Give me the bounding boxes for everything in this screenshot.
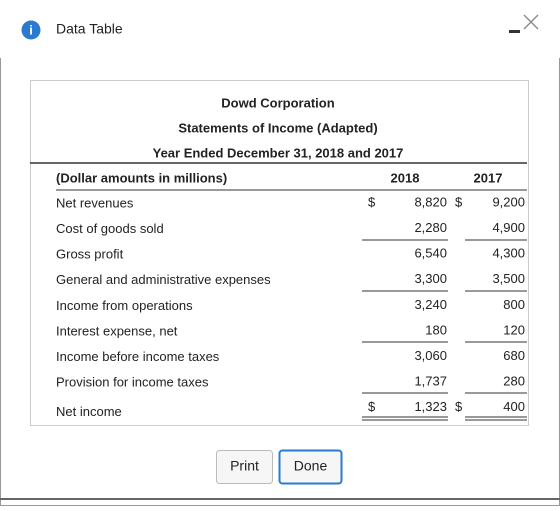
row-label: Net revenues	[56, 195, 134, 210]
column-header: (Dollar amounts in millions)	[56, 170, 227, 185]
cell-value: 1,737	[414, 374, 447, 389]
cell-value: 120	[503, 322, 525, 337]
cell-value: 8,820	[414, 194, 447, 209]
table-title: Statements of Income (Adapted)	[178, 120, 377, 135]
window-title: Data Table	[56, 21, 123, 37]
row-label: Net income	[56, 404, 122, 419]
close-button[interactable]	[523, 14, 539, 30]
cell-value: 3,060	[414, 348, 447, 363]
cell-value: 680	[503, 348, 525, 363]
print-label: Print	[230, 458, 259, 474]
row-label: Cost of goods sold	[56, 221, 164, 236]
row-label: Provision for income taxes	[56, 375, 209, 390]
done-label: Done	[294, 458, 328, 474]
row-label: General and administrative expenses	[56, 272, 271, 287]
currency-symbol: $	[368, 194, 376, 209]
row-label: Income before income taxes	[56, 349, 220, 364]
column-header: 2017	[474, 170, 503, 185]
row-label: Interest expense, net	[56, 323, 178, 338]
currency-symbol: $	[455, 194, 463, 209]
cell-value: 3,500	[492, 271, 525, 286]
cell-value: 400	[503, 399, 525, 414]
title-bar	[0, 0, 560, 58]
row-label: Gross profit	[56, 247, 124, 262]
column-header: 2018	[391, 170, 420, 185]
cell-value: 4,900	[492, 220, 525, 235]
cell-value: 800	[503, 297, 525, 312]
underlines	[362, 239, 527, 421]
table-body: Dowd Corporation Statements of Income (Ad…	[56, 95, 525, 419]
cell-value: 4,300	[492, 246, 525, 261]
currency-symbol: $	[455, 399, 463, 414]
cell-value: 9,200	[492, 194, 525, 209]
minimize-button[interactable]	[509, 30, 520, 33]
info-icon	[21, 20, 41, 40]
cell-value: 6,540	[414, 246, 447, 261]
cell-value: 2,280	[414, 220, 447, 235]
table-title: Dowd Corporation	[221, 95, 334, 110]
done-button[interactable]	[278, 449, 343, 485]
row-label: Income from operations	[56, 298, 193, 313]
cell-value: 280	[503, 374, 525, 389]
cell-value: 3,240	[414, 297, 447, 312]
cell-value: 180	[425, 322, 447, 337]
table-box	[30, 80, 529, 426]
info-glyph: i	[29, 22, 33, 37]
cell-value: 3,300	[414, 271, 447, 286]
table-title: Year Ended December 31, 2018 and 2017	[153, 145, 404, 160]
currency-symbol: $	[368, 399, 376, 414]
print-button[interactable]	[216, 450, 273, 484]
cell-value: 1,323	[414, 399, 447, 414]
